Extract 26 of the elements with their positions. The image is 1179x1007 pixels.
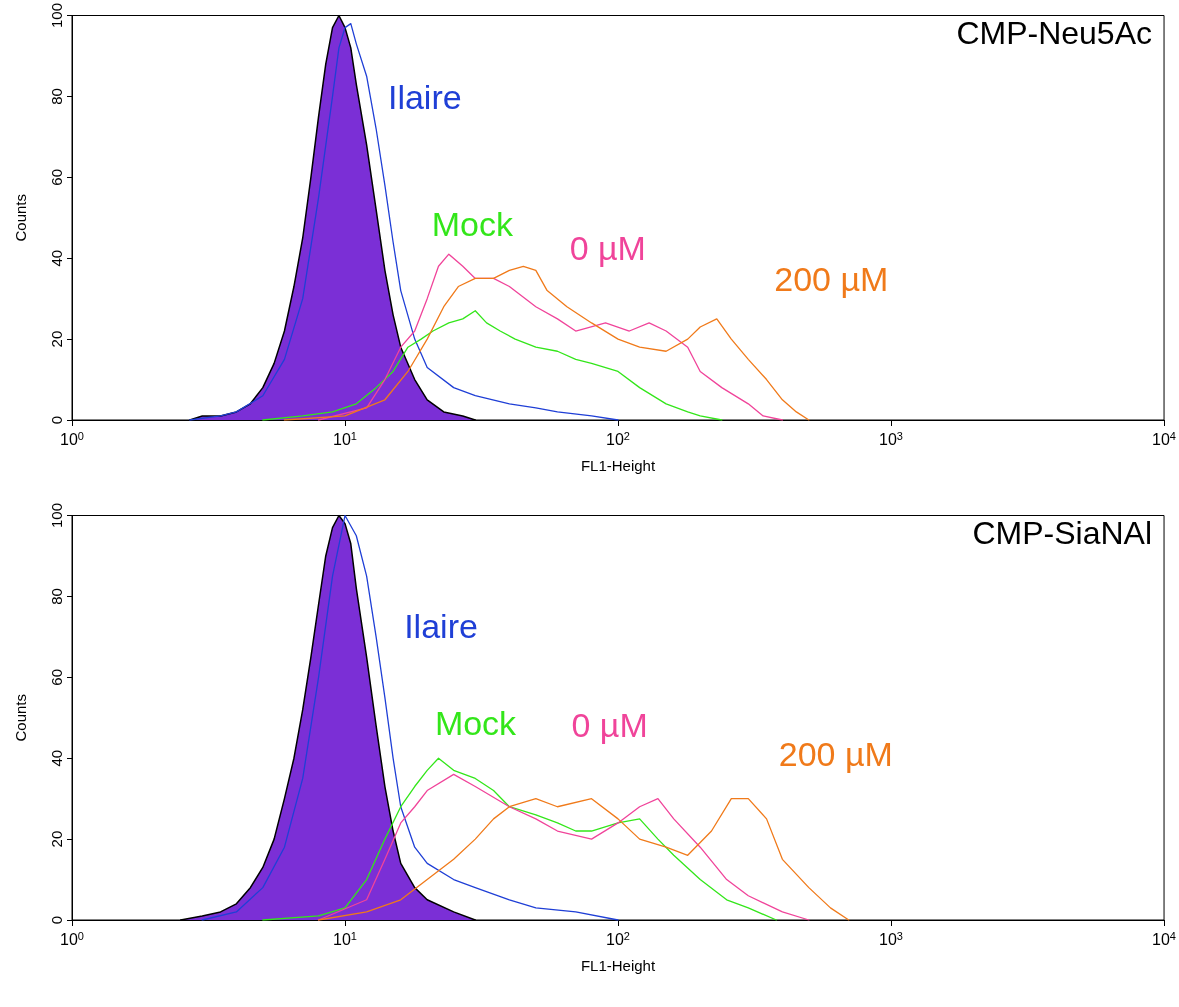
y-tick-label: 80 xyxy=(48,588,65,605)
y-tick-label: 60 xyxy=(48,668,65,686)
x-axis-title: FL1-Height xyxy=(580,457,656,474)
series-label: Ilaire xyxy=(387,77,462,116)
series-label: Mock xyxy=(434,704,518,743)
y-axis-title: Counts xyxy=(12,693,29,742)
y-tick-label: 100 xyxy=(48,3,65,29)
series-label: 200 µM xyxy=(778,734,893,773)
y-tick-label: 40 xyxy=(48,749,65,767)
y-axis-title: Counts xyxy=(12,193,29,242)
x-axis-title: FL1-Height xyxy=(580,957,656,974)
text: Mock xyxy=(431,204,514,243)
series-label: Ilaire xyxy=(404,606,478,645)
y-tick-label: 40 xyxy=(48,249,65,267)
series-label: 200 µM xyxy=(774,260,889,299)
y-tick-label: 20 xyxy=(48,830,65,848)
chart-title: CMP-Neu5Ac xyxy=(956,15,1152,51)
y-tick-label: 60 xyxy=(48,168,65,186)
y-tick-label: 80 xyxy=(48,88,65,105)
series-label: 0 µM xyxy=(571,706,648,745)
y-tick-label: 100 xyxy=(48,503,65,529)
series-label: 0 µM xyxy=(569,229,646,268)
chart-title: CMP-SiaNAl xyxy=(972,515,1152,551)
y-tick-label: 20 xyxy=(48,330,65,348)
y-tick-label: 0 xyxy=(48,415,65,425)
y-tick-label: 0 xyxy=(48,915,65,925)
